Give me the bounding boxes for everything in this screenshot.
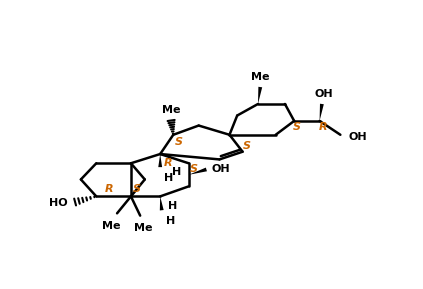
Text: OH: OH	[349, 132, 368, 142]
Text: H: H	[165, 216, 175, 226]
Text: S: S	[242, 141, 250, 151]
Text: R: R	[105, 184, 114, 194]
Text: Me: Me	[162, 105, 181, 115]
Text: HO: HO	[49, 198, 68, 208]
Text: H: H	[168, 201, 177, 211]
Text: S: S	[175, 138, 183, 147]
Text: Me: Me	[134, 223, 153, 233]
Text: Me: Me	[102, 221, 121, 231]
Text: S: S	[293, 122, 301, 132]
Polygon shape	[320, 104, 324, 121]
Text: H: H	[172, 167, 181, 177]
Text: OH: OH	[212, 164, 231, 174]
Text: R: R	[164, 158, 172, 168]
Text: S: S	[133, 184, 141, 194]
Text: R: R	[319, 122, 328, 132]
Polygon shape	[158, 154, 162, 167]
Text: Me: Me	[251, 72, 269, 82]
Text: H: H	[164, 173, 173, 183]
Text: OH: OH	[314, 89, 333, 99]
Polygon shape	[160, 197, 164, 210]
Polygon shape	[189, 168, 207, 175]
Polygon shape	[258, 87, 262, 104]
Text: S: S	[190, 164, 198, 175]
